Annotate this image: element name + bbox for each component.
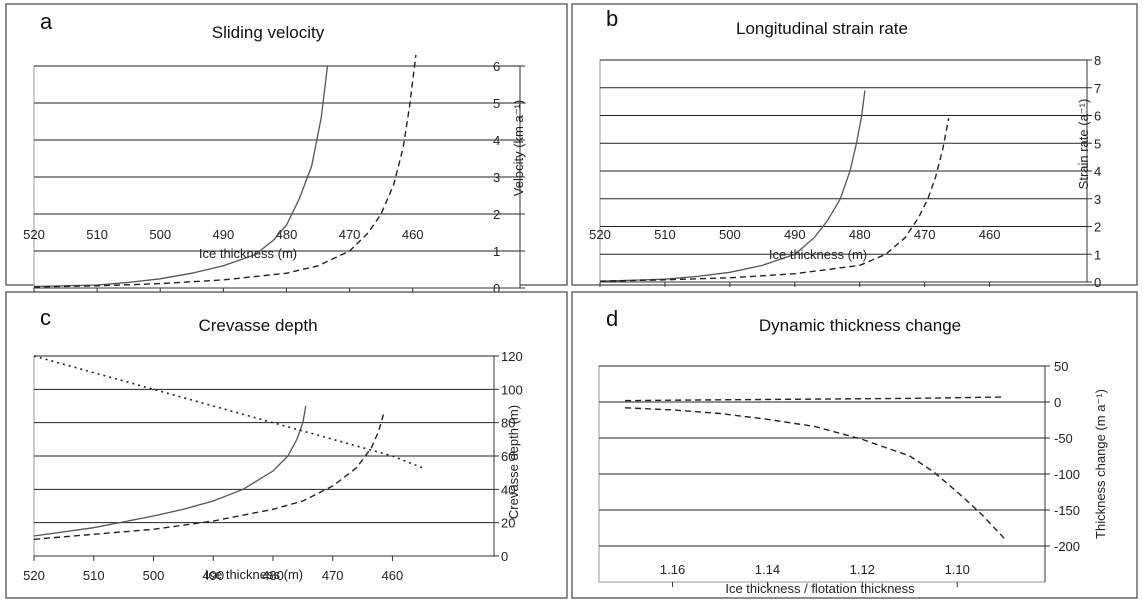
y-tick-label: -100 xyxy=(1054,467,1080,482)
x-axis-label: Ice thickness (m) xyxy=(199,246,297,261)
y-tick-label: 3 xyxy=(1094,192,1101,207)
panel-title: Longitudinal strain rate xyxy=(736,19,908,38)
y-axis-label: Velocity (km a⁻¹) xyxy=(511,100,526,196)
y-tick-label: 4 xyxy=(1094,164,1101,179)
panel-letter: b xyxy=(606,6,618,31)
y-tick-label: -50 xyxy=(1054,431,1073,446)
x-tick-label: 1.14 xyxy=(755,562,780,577)
panel-a: 0123456520510500490480470460aSliding vel… xyxy=(5,3,568,296)
x-tick-label: 500 xyxy=(149,227,171,242)
y-tick-label: 40 xyxy=(501,482,515,497)
x-tick-label: 1.16 xyxy=(660,562,685,577)
x-tick-label: 490 xyxy=(212,227,234,242)
y-tick-label: 60 xyxy=(501,449,515,464)
x-tick-label: 520 xyxy=(23,227,45,242)
panel-b: 0 1 2 3 4 5 6 7 8 520 510 500 490 480 470 460 b Longitudi… xyxy=(571,3,1138,290)
series-dashed-line xyxy=(33,54,417,288)
x-tick-label: 520 xyxy=(589,227,611,242)
x-tick-label: 490 xyxy=(202,568,224,583)
series-solid-line xyxy=(33,65,329,288)
x-tick-label: 500 xyxy=(719,227,741,242)
y-tick-label: 50 xyxy=(1054,359,1068,374)
y-tick-label: 5 xyxy=(1094,136,1101,151)
y-tick-label: 4 xyxy=(493,133,500,148)
series-dashed-line xyxy=(625,396,1005,402)
y-tick-label: -200 xyxy=(1054,539,1080,554)
series-solid-line xyxy=(599,90,866,282)
x-axis-label: Ice thickness (m) xyxy=(205,567,303,582)
x-axis-label: Ice thickness / flotation thickness xyxy=(725,581,915,596)
x-tick-label: 460 xyxy=(382,568,404,583)
series-dotted-line xyxy=(33,355,423,469)
x-tick-label: 460 xyxy=(979,227,1001,242)
y-tick-label: 1 xyxy=(1094,247,1101,262)
series-dashed-line xyxy=(33,414,385,540)
x-axis-label: Ice thickness (m) xyxy=(769,247,867,262)
y-tick-label: 100 xyxy=(501,382,523,397)
x-tick-label: 1.12 xyxy=(850,562,875,577)
y-tick-label: 3 xyxy=(493,170,500,185)
series-dashed-line xyxy=(625,407,1006,540)
x-tick-label: 470 xyxy=(339,227,361,242)
y-tick-label: -150 xyxy=(1054,503,1080,518)
y-tick-label: 80 xyxy=(501,416,515,431)
y-axis-label: Strain rate (a⁻¹) xyxy=(1076,99,1091,190)
panel-title: Crevasse depth xyxy=(198,316,317,335)
y-tick-label: 0 xyxy=(1094,275,1101,290)
y-tick-label: 0 xyxy=(501,549,508,564)
y-tick-label: 7 xyxy=(1094,81,1101,96)
x-tick-label: 1.10 xyxy=(945,562,970,577)
y-tick-label: 1 xyxy=(493,244,500,259)
panel-letter: d xyxy=(606,306,618,331)
y-tick-label: 0 xyxy=(1054,395,1061,410)
x-tick-label: 480 xyxy=(849,227,871,242)
x-tick-label: 470 xyxy=(322,568,344,583)
panel-d: 50 0 -50 -100 -150 -200 1.16 1.14 1.12 1.10 d Dynam… xyxy=(571,291,1138,599)
series-solid-line xyxy=(33,405,307,537)
x-tick-label: 500 xyxy=(143,568,165,583)
panel-c: 0 20 40 60 80 100 120 520 510 500 490 480 470 460 c Cre… xyxy=(5,291,568,599)
x-tick-label: 470 xyxy=(914,227,936,242)
series-dashed-line xyxy=(599,118,950,282)
x-tick-label: 510 xyxy=(654,227,676,242)
y-tick-label: 6 xyxy=(493,59,500,74)
y-tick-label: 5 xyxy=(493,96,500,111)
y-tick-label: 2 xyxy=(493,207,500,222)
x-tick-label: 510 xyxy=(83,568,105,583)
y-axis-label: Thickness change (m a⁻¹) xyxy=(1093,389,1108,539)
x-tick-label: 510 xyxy=(86,227,108,242)
panel-title: Sliding velocity xyxy=(212,23,325,42)
y-tick-label: 6 xyxy=(1094,109,1101,124)
x-tick-label: 520 xyxy=(23,568,45,583)
panel-letter: a xyxy=(40,9,53,34)
y-tick-label: 2 xyxy=(1094,220,1101,235)
y-tick-label: 8 xyxy=(1094,53,1101,68)
x-tick-label: 460 xyxy=(402,227,424,242)
y-tick-label: 20 xyxy=(501,516,515,531)
x-tick-label: 490 xyxy=(784,227,806,242)
y-tick-label: 120 xyxy=(501,349,523,364)
panel-title: Dynamic thickness change xyxy=(759,316,961,335)
x-tick-label: 480 xyxy=(262,568,284,583)
y-axis-label: Crevasse depth (m) xyxy=(506,405,521,519)
panel-letter: c xyxy=(40,305,51,330)
